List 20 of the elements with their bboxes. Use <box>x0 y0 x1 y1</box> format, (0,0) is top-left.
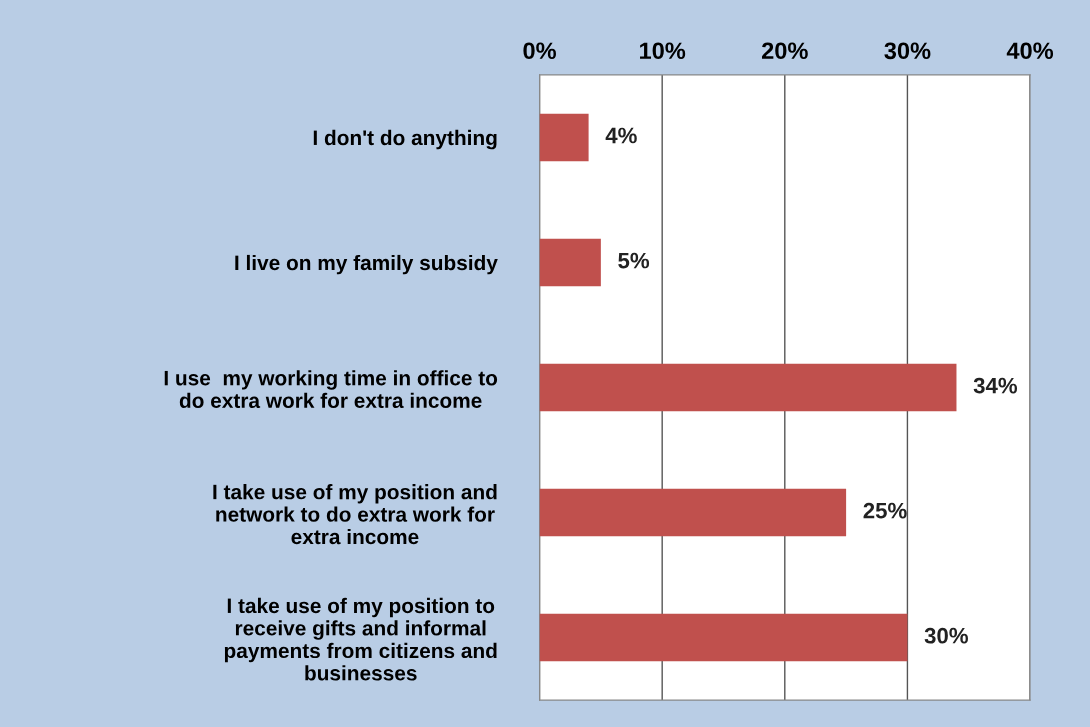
bar <box>539 363 957 412</box>
y-tick-label: I don't do anything <box>313 129 497 150</box>
bar <box>539 613 908 662</box>
y-tick-label: I live on my family subsidy <box>235 254 498 275</box>
y-tick-label: I take use of my position to receive gifts and informal payments from citizens and businesses <box>224 597 497 681</box>
bar <box>539 113 589 162</box>
y-tick-label: I take use of my position and network to do extra work for extra income <box>213 484 497 545</box>
data-label: 30% <box>924 627 968 644</box>
x-tick-label: 20% <box>761 42 808 60</box>
x-tick-label: 0% <box>523 42 556 60</box>
data-label: 25% <box>863 502 907 519</box>
data-label: 5% <box>618 252 650 269</box>
x-tick-label: 10% <box>640 42 686 60</box>
y-tick-label: I use my working time in office to do extra work for extra income <box>164 370 498 409</box>
data-label: 4% <box>605 127 637 144</box>
bar <box>539 488 847 537</box>
x-tick-label: 40% <box>1006 42 1054 60</box>
x-tick-label: 30% <box>884 42 931 60</box>
bar <box>539 238 601 287</box>
data-label: 34% <box>973 377 1018 394</box>
